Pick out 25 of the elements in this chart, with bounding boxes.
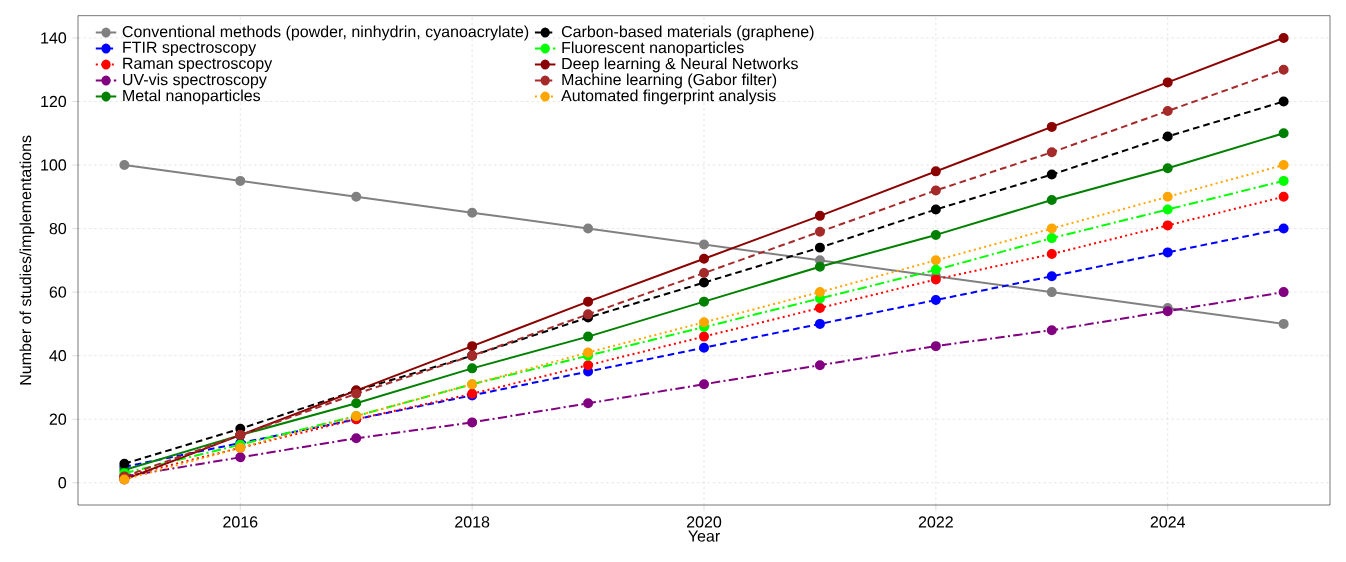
legend-label: Carbon-based materials (graphene) [561, 25, 814, 41]
legend-label: Metal nanoparticles [123, 89, 261, 105]
legend-label: Machine learning (Gabor filter) [562, 73, 777, 89]
y-axis-title: Number of studies/implementations [19, 135, 35, 385]
legend-label: Raman spectroscopy [123, 57, 273, 73]
y-tick-label: 0 [58, 477, 67, 489]
y-tick-label: 40 [49, 350, 67, 362]
y-tick-label: 120 [41, 95, 67, 108]
legend-label: UV-vis spectroscopy [123, 73, 267, 89]
x-axis-title: Year [688, 530, 720, 542]
x-tick-label: 2020 [687, 516, 722, 528]
y-tick-label: 140 [41, 32, 67, 44]
legend-label: Fluorescent nanoparticles [562, 41, 744, 57]
y-tick-label: 100 [41, 159, 67, 171]
legend-label: Deep learning & Neural Networks [562, 57, 798, 73]
y-tick-label: 80 [49, 222, 67, 235]
y-tick-label: 20 [49, 413, 67, 425]
x-tick-label: 2024 [1150, 516, 1186, 528]
legend-label: Automated fingerprint analysis [561, 89, 776, 105]
y-tick-label: 60 [49, 286, 67, 298]
legend-label: FTIR spectroscopy [123, 41, 257, 57]
legend-label: Conventional methods (powder, ninhydrin, cyanoacrylate) [122, 25, 529, 41]
x-tick-label: 2018 [455, 516, 490, 528]
x-tick-label: 2022 [918, 516, 953, 528]
x-tick-label: 2016 [223, 516, 258, 528]
